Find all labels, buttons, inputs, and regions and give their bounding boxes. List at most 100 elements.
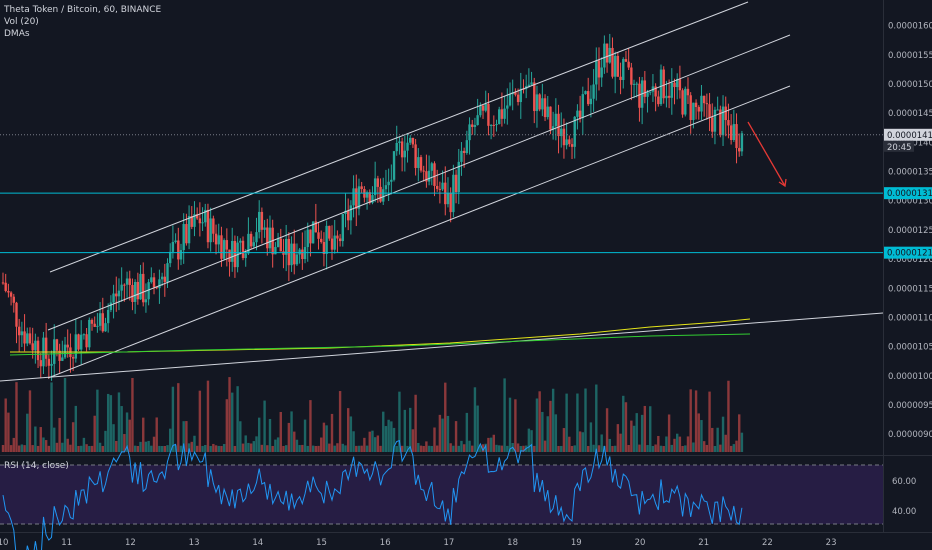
volume-bar xyxy=(231,392,234,452)
volume-bar xyxy=(409,407,412,452)
candle-body xyxy=(654,86,657,97)
volume-bar xyxy=(387,419,390,452)
candle-body xyxy=(481,105,485,111)
candle-body xyxy=(80,334,83,350)
time-tick-label: 10 xyxy=(0,538,8,548)
volume-bar xyxy=(654,444,657,452)
candle-body xyxy=(711,117,714,132)
candle-body xyxy=(309,229,312,244)
volume-bar xyxy=(565,393,568,452)
candle-body xyxy=(338,238,342,242)
candle-body xyxy=(268,227,272,249)
candle-body xyxy=(613,55,617,77)
trend-channel-line[interactable] xyxy=(47,85,791,379)
volume-indicator-label[interactable]: Vol (20) xyxy=(4,17,39,27)
candle-body xyxy=(279,238,282,252)
volume-bar xyxy=(584,388,587,452)
volume-bar xyxy=(557,445,560,452)
volume-bar xyxy=(670,444,674,452)
candle-body xyxy=(247,233,250,254)
candle-body xyxy=(697,107,700,112)
volume-bar xyxy=(85,444,88,452)
volume-bar xyxy=(287,422,291,452)
candle-body xyxy=(58,350,61,361)
volume-bar xyxy=(139,441,142,452)
trend-channel-line[interactable] xyxy=(49,1,749,273)
candle-body xyxy=(325,225,328,254)
candle-body xyxy=(4,282,7,292)
candle-body xyxy=(177,240,180,260)
candle-body xyxy=(74,334,78,359)
volume-bar xyxy=(155,417,158,452)
volume-bar xyxy=(150,445,153,452)
trend-channel-line[interactable] xyxy=(47,34,791,331)
volume-bar xyxy=(338,391,342,452)
volume-bar xyxy=(255,436,258,452)
support-curve-line[interactable] xyxy=(0,312,884,382)
volume-bar xyxy=(533,445,536,452)
dmas-indicator-label[interactable]: DMAs xyxy=(4,29,30,39)
volume-bar xyxy=(697,413,700,452)
candle-body xyxy=(71,357,75,359)
candle-body xyxy=(15,302,18,327)
volume-bar xyxy=(487,437,490,452)
candle-body xyxy=(360,186,363,190)
volume-bar xyxy=(330,413,334,452)
candle-body xyxy=(446,193,450,205)
candle-body xyxy=(441,182,444,190)
volume-bar xyxy=(498,445,501,452)
volume-bar xyxy=(619,433,622,452)
volume-bar xyxy=(344,445,347,452)
volume-bar xyxy=(228,377,231,452)
forecast-arrow[interactable] xyxy=(747,121,786,187)
volume-bar xyxy=(373,437,377,452)
volume-bar xyxy=(309,400,312,452)
volume-bar xyxy=(735,440,738,452)
volume-bar xyxy=(20,444,24,452)
candle-body xyxy=(557,113,560,137)
volume-bar xyxy=(249,443,253,452)
volume-bar xyxy=(244,435,247,452)
candle-body xyxy=(600,67,603,78)
volume-bar xyxy=(201,445,204,452)
candle-body xyxy=(1,282,5,284)
candle-body xyxy=(26,333,29,344)
volume-bar xyxy=(716,427,719,452)
volume-bar xyxy=(31,445,34,452)
volume-bar xyxy=(171,386,175,452)
candle-body xyxy=(662,69,665,99)
volume-bar xyxy=(438,414,442,452)
volume-bar xyxy=(382,411,385,452)
candle-body xyxy=(23,331,26,344)
volume-bar xyxy=(595,384,598,452)
volume-bar xyxy=(608,438,611,452)
volume-bar xyxy=(328,443,331,452)
volume-bar xyxy=(268,418,272,452)
candle-body xyxy=(228,249,231,262)
volume-bar xyxy=(144,441,148,452)
volume-bar xyxy=(611,445,614,452)
volume-bar xyxy=(460,440,463,452)
candle-body xyxy=(241,240,245,259)
candle-body xyxy=(106,309,110,324)
volume-bar xyxy=(69,444,72,452)
candle-body xyxy=(365,192,369,198)
symbol-title[interactable]: Theta Token / Bitcoin, 60, BINANCE xyxy=(4,5,162,15)
volume-bar xyxy=(317,445,320,452)
candle-body xyxy=(152,277,156,288)
volume-bar xyxy=(160,445,164,452)
volume-bar xyxy=(42,437,45,452)
candle-body xyxy=(705,103,709,105)
rsi-indicator-label[interactable]: RSI (14, close) xyxy=(4,461,69,471)
candle-body xyxy=(457,161,460,193)
candle-body xyxy=(411,137,415,145)
candle-body xyxy=(595,60,598,85)
candle-body xyxy=(17,326,21,336)
volume-bar xyxy=(435,445,439,452)
